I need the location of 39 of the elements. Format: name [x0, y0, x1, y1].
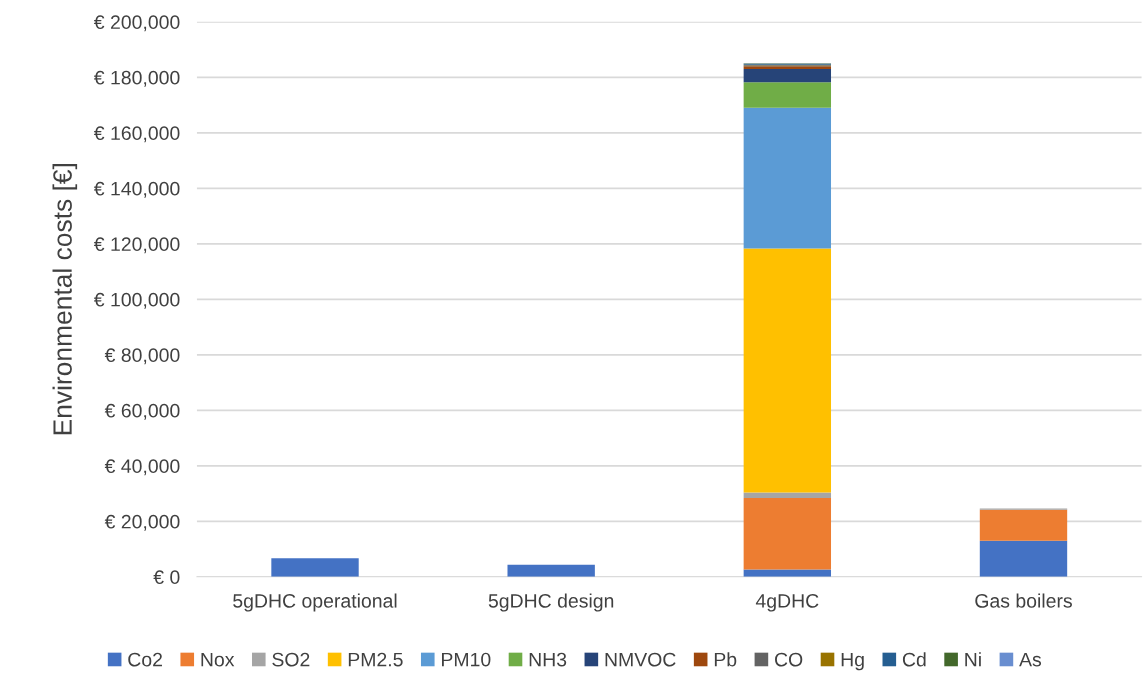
y-tick-label: € 140,000 [93, 181, 180, 198]
legend-label: PM10 [442, 652, 491, 667]
bar [979, 509, 1068, 541]
x-tick-label: 4gDHC [755, 593, 819, 612]
bar [743, 107, 832, 249]
y-tick-label: € 20,000 [104, 514, 180, 531]
bar [979, 540, 1068, 577]
y-tick-label: € 40,000 [104, 459, 180, 476]
bar [743, 248, 832, 493]
legend-label: Co2 [128, 652, 162, 667]
y-tick-label: € 180,000 [93, 70, 180, 87]
bar [743, 497, 832, 570]
legend-label: NH3 [529, 652, 567, 667]
legend-label: CO [775, 652, 803, 667]
y-tick-label: € 60,000 [104, 403, 180, 420]
y-tick-label: € 120,000 [93, 237, 180, 254]
y-tick-label: € 0 [153, 570, 180, 585]
y-tick-label: € 100,000 [93, 292, 180, 309]
bar [507, 564, 595, 577]
bar [743, 68, 832, 83]
legend-label: Cd [902, 652, 926, 667]
y-tick-label: € 160,000 [93, 126, 180, 143]
legend-label: NMVOC [605, 652, 676, 667]
bar [743, 492, 832, 498]
legend-label: As [1019, 652, 1042, 667]
y-tick-label: € 80,000 [104, 348, 180, 365]
x-tick-label: 5gDHC design [488, 593, 614, 612]
legend-label: Ni [965, 652, 981, 667]
y-tick-label: € 200,000 [93, 15, 180, 32]
legend-label: Pb [714, 652, 737, 667]
y-axis-title: Environmental costs [€] [52, 164, 78, 435]
x-tick-label: Gas boilers [975, 593, 1072, 608]
bar [743, 82, 832, 108]
bar [271, 558, 359, 577]
x-tick-label: 5gDHC operational [233, 593, 397, 612]
legend-label: Nox [201, 652, 235, 667]
legend-label: PM2.5 [348, 652, 403, 667]
legend-label: SO2 [272, 652, 310, 667]
legend-label: Hg [841, 652, 864, 671]
